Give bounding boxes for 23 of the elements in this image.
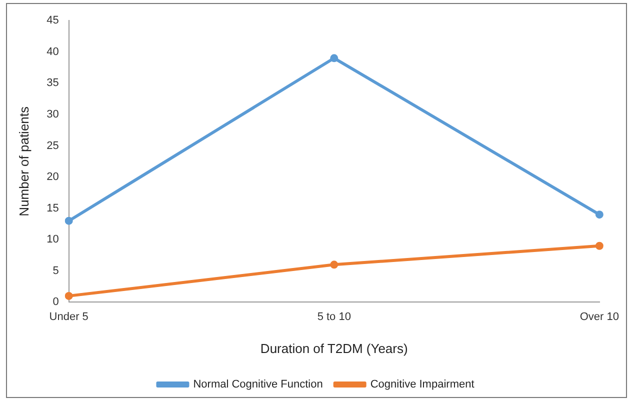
point	[330, 260, 338, 269]
legend-label: Cognitive Impairment	[370, 378, 474, 391]
point	[330, 54, 338, 62]
y-tick-label: 35	[46, 77, 59, 90]
y-tick-label: 45	[46, 14, 59, 27]
x-tick-label: Over 10	[580, 310, 620, 323]
y-tick-label: 20	[46, 171, 59, 184]
y-tick-label: 25	[46, 140, 59, 152]
y-tick-label: 0	[52, 296, 59, 308]
x-axis-title: Duration of T2DM (Years)	[260, 340, 408, 356]
y-tick-label: 10	[46, 234, 59, 246]
y-tick-label: 30	[46, 108, 59, 120]
y-tick-label: 15	[46, 202, 59, 214]
x-tick-label: Under 5	[49, 310, 88, 323]
y-tick-label: 40	[46, 46, 59, 58]
point	[595, 210, 604, 219]
x-tick-label: 5 to 10	[317, 310, 351, 323]
point	[595, 242, 604, 250]
y-tick-label: 5	[52, 264, 59, 277]
point	[64, 216, 73, 225]
legend-label: Normal Cognitive Function	[193, 378, 323, 391]
y-axis-title: Number of patients	[16, 106, 32, 216]
point	[64, 292, 73, 300]
